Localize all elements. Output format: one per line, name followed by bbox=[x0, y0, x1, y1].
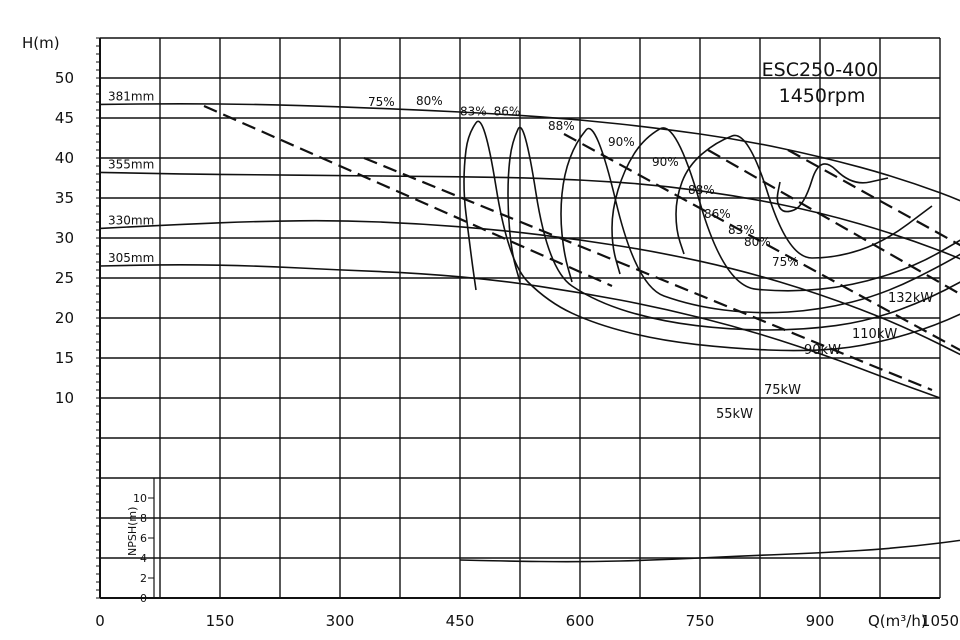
power-line bbox=[707, 149, 960, 296]
head-curve-label: 381mm bbox=[108, 89, 154, 103]
head-curve-381mm bbox=[99, 103, 960, 202]
head-curve-305mm bbox=[99, 264, 941, 399]
x-tick-label: 1050 bbox=[921, 612, 959, 630]
chart-labels: 0150300450600750900105012001350101520253… bbox=[55, 69, 959, 630]
x-tick-label: 150 bbox=[206, 612, 235, 630]
efficiency-label-top: 88% bbox=[548, 119, 575, 133]
chart-title: ESC250-400 bbox=[762, 59, 879, 81]
efficiency-label-right: 80% bbox=[744, 235, 771, 249]
npsh-tick-label: 10 bbox=[133, 492, 147, 505]
y-tick-label: 50 bbox=[55, 69, 74, 87]
efficiency-label-right: 90% bbox=[652, 155, 679, 169]
efficiency-label-top: 83% bbox=[460, 105, 487, 119]
head-curve-label: 355mm bbox=[108, 157, 154, 171]
efficiency-label-top: 90% bbox=[608, 135, 635, 149]
npsh-tick-label: 4 bbox=[140, 552, 147, 565]
power-line-label: 132kW bbox=[888, 291, 933, 306]
npsh-tick-label: 2 bbox=[140, 572, 147, 585]
npsh-tick-label: 6 bbox=[140, 532, 147, 545]
y-tick-label: 15 bbox=[55, 349, 74, 367]
efficiency-label-right: 75% bbox=[772, 255, 799, 269]
x-tick-label: 300 bbox=[326, 612, 355, 630]
chart-curves bbox=[99, 103, 960, 563]
efficiency-label-top: 86% bbox=[494, 105, 521, 119]
head-curve-label: 330mm bbox=[108, 213, 154, 227]
y-tick-label: 10 bbox=[55, 389, 74, 407]
efficiency-label-right: 86% bbox=[704, 207, 731, 221]
head-curve-330mm bbox=[99, 219, 960, 356]
x-tick-label: 0 bbox=[95, 612, 105, 630]
chart-subtitle: 1450rpm bbox=[779, 85, 866, 107]
y-tick-label: 40 bbox=[55, 149, 74, 167]
efficiency-label-right: 83% bbox=[728, 223, 755, 237]
power-line-label: 55kW bbox=[716, 407, 753, 422]
efficiency-curve-75% bbox=[463, 120, 960, 352]
x-axis-label: Q(m³/h) bbox=[868, 612, 927, 630]
power-line-label: 75kW bbox=[764, 383, 801, 398]
y-tick-label: 45 bbox=[55, 109, 74, 127]
npsh-axis-label: NPSH(m) bbox=[126, 507, 139, 556]
y-tick-label: 20 bbox=[55, 309, 74, 327]
power-line bbox=[563, 133, 960, 352]
power-line bbox=[787, 149, 960, 247]
efficiency-curve-83% bbox=[560, 127, 960, 314]
power-line bbox=[203, 104, 613, 288]
power-line-label: 90kW bbox=[804, 343, 841, 358]
x-tick-label: 450 bbox=[446, 612, 475, 630]
x-tick-label: 600 bbox=[566, 612, 595, 630]
npsh-curve bbox=[459, 539, 960, 563]
power-line-label: 110kW bbox=[852, 327, 897, 342]
efficiency-label-right: 88% bbox=[688, 183, 715, 197]
y-tick-label: 30 bbox=[55, 229, 74, 247]
x-tick-label: 750 bbox=[686, 612, 715, 630]
npsh-tick-label: 0 bbox=[140, 592, 147, 605]
y-tick-label: 35 bbox=[55, 189, 74, 207]
power-line bbox=[363, 156, 933, 392]
y-axis-label: H(m) bbox=[22, 34, 60, 52]
chart-grid bbox=[96, 37, 941, 599]
efficiency-curve-88% bbox=[675, 134, 933, 259]
efficiency-label-top: 80% bbox=[416, 94, 443, 108]
efficiency-curve-80% bbox=[507, 126, 960, 331]
x-tick-label: 900 bbox=[806, 612, 835, 630]
y-tick-label: 25 bbox=[55, 269, 74, 287]
npsh-tick-label: 8 bbox=[140, 512, 147, 525]
efficiency-label-top: 75% bbox=[368, 95, 395, 109]
efficiency-curve-90% bbox=[776, 163, 889, 213]
head-curve-label: 305mm bbox=[108, 251, 154, 265]
head-curve-355mm bbox=[99, 171, 960, 260]
